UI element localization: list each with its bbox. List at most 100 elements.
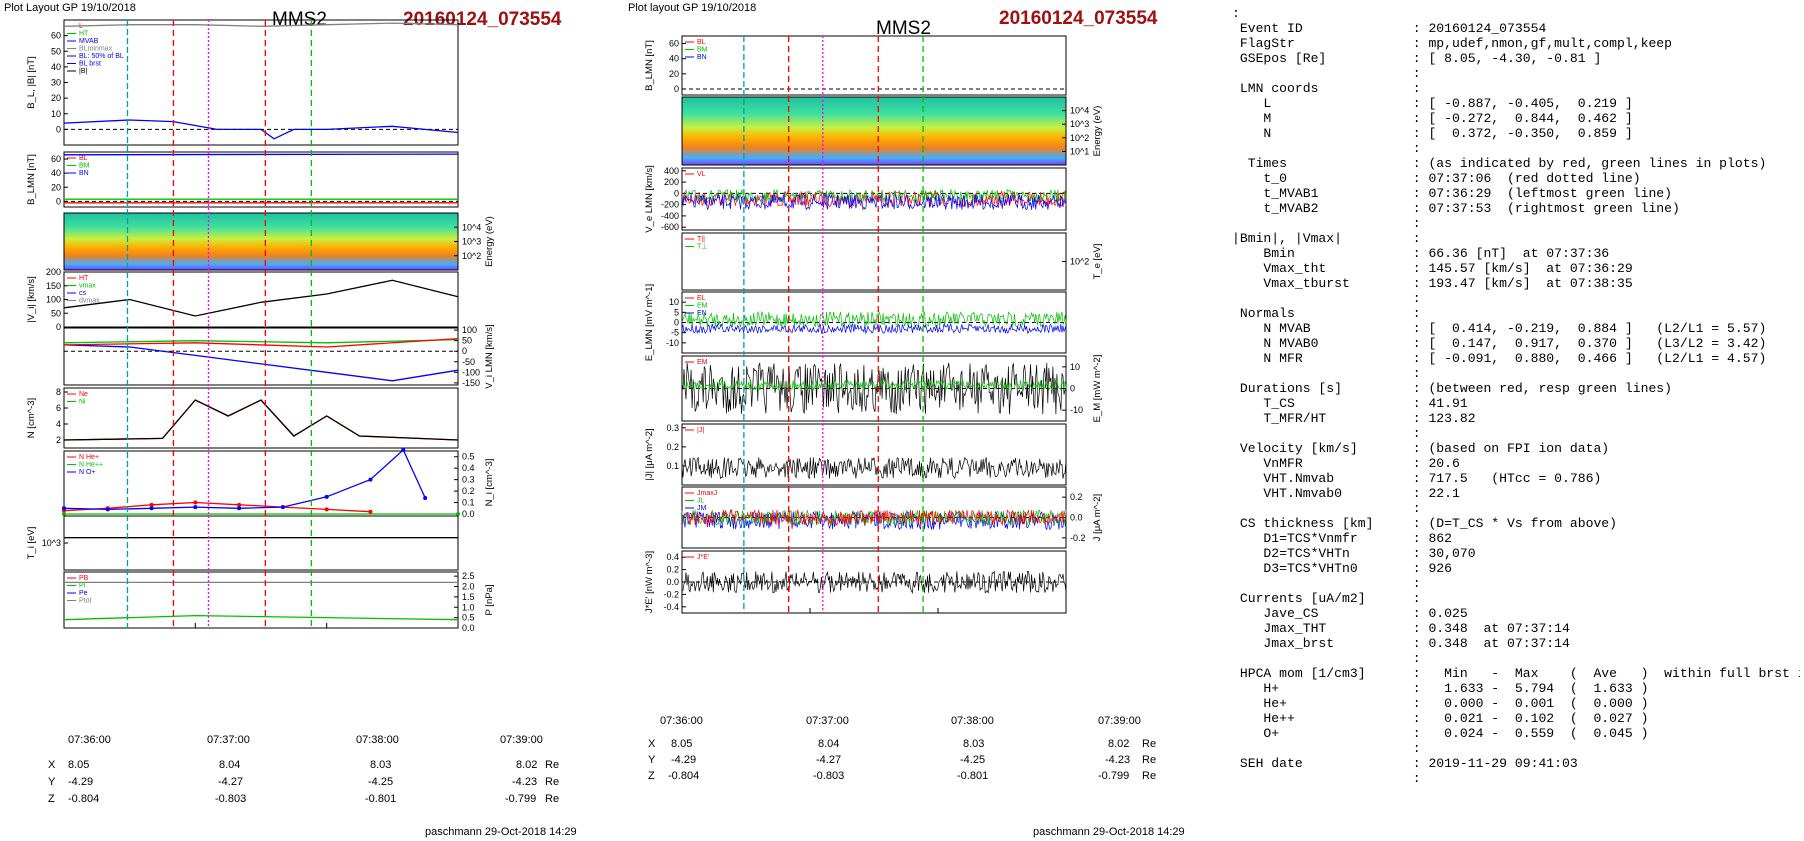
middle-coord-z-label: Z [648,770,655,782]
data-point [456,512,460,516]
y-tick-label: 0.2 [462,486,475,496]
y-tick-label: -0.2 [1070,533,1086,543]
y-tick-label: 20 [51,93,61,103]
series-line-NHe [63,501,371,513]
legend-entry: BN [79,170,89,177]
middle-time-label-4: 07:39:00 [1098,715,1141,727]
y-tick-label: 1.5 [462,592,475,602]
info-line: : [1232,216,1421,231]
info-line: O+ : 0.024 - 0.559 ( 0.045 ) [1232,726,1649,741]
legend-entry: EM [697,359,708,366]
panel-frame [63,151,459,208]
left-time-label-1: 07:36:00 [68,734,111,746]
y-axis-label: B_L, |B| [nT] [26,56,37,108]
data-point [149,502,154,507]
middle-coord-x-1: 8.05 [671,738,693,750]
y-tick-label: 0.3 [462,475,475,485]
y-tick-label: 50 [51,46,61,56]
info-line: : [1232,6,1240,21]
y-tick-label: 50 [51,308,61,318]
y-tick-label: 6 [56,403,61,413]
info-line: Event ID : 20160124_073554 [1232,21,1547,36]
series-line-Ne [63,399,459,441]
legend-entry: T|| [697,236,705,243]
y-tick-label: 50 [462,336,472,346]
info-line: : [1232,66,1421,81]
info-line: : [1232,576,1421,591]
data-point [62,512,66,516]
chart-panel-mid-7: 0.1 0.2 0.3 |J| [μA m^-2] |J| [644,423,1067,486]
legend-entry: BL [79,155,88,162]
y-tick-label: 0.4 [462,463,475,473]
y-axis-label: J*E' [nW m^-3] [644,551,655,613]
info-line: : [1232,741,1421,756]
legend-entry: MVAB [79,38,99,45]
legend-entry: N He++ [79,462,103,469]
info-line: Currents [uA/m2] : [1232,591,1421,606]
info-line: Times : (as indicated by red, green line… [1232,156,1767,171]
y-tick-label: 0.0 [462,623,475,633]
legend-entry: PB [79,575,89,582]
series-line-BL [63,153,459,156]
panel-frame [681,96,1067,166]
data-point [368,509,373,514]
noisy-trace [681,456,1067,480]
info-line: CS thickness [km] : (D=T_CS * Vs from ab… [1232,516,1618,531]
info-line: SEH date : 2019-11-29 09:41:03 [1232,756,1578,771]
data-point [193,505,198,510]
middle-coord-z-4: -0.799 [1098,770,1130,782]
y-tick-label: 0 [462,346,467,356]
chart-panel-mid-6: 10 0 -10 E_M [mW m^-2] EM [681,355,1103,422]
info-line: He+ : 0.000 - 0.001 ( 0.000 ) [1232,696,1649,711]
middle-coord-x-unit: Re [1142,738,1157,750]
info-line: FlagStr : mp,udef,nmon,gf,mult,compl,kee… [1232,36,1673,51]
info-line: t_MVAB2 : 07:37:53 (rightmost green line… [1232,201,1680,216]
legend-entry: BN [697,54,707,61]
y-tick-label: -5 [671,328,679,338]
middle-coord-x-3: 8.03 [963,738,985,750]
info-line: H+ : 1.633 - 5.794 ( 1.633 ) [1232,681,1649,696]
y-tick-label: 30 [51,78,61,88]
y-tick-label: 20 [669,69,679,79]
y-tick-label: 5 [674,307,679,317]
info-line: D2=TCS*VHTn : 30,070 [1232,546,1476,561]
y-axis-label: Energy (eV) [1092,106,1103,157]
info-line: : [1232,501,1421,516]
info-line: VHT.Nmvab0 : 22.1 [1232,486,1460,501]
middle-coord-y-2: -4.27 [816,754,842,766]
info-line: D3=TCS*VHTn0 : 926 [1232,561,1453,576]
y-tick-label: 100 [46,295,61,305]
left-coord-x-4: 8.02 [516,759,538,771]
y-tick-label: 10^2 [1070,133,1089,143]
series-line-VL [63,344,459,382]
y-tick-label: 0.1 [462,498,475,508]
legend-entry: JL [697,498,705,505]
info-line: M : [ -0.272, 0.844, 0.462 ] [1232,111,1633,126]
y-tick-label: 60 [51,31,61,41]
legend-entry: BM [697,47,708,54]
data-point [368,477,373,482]
legend-entry: N O+ [79,469,96,476]
left-time-label-3: 07:38:00 [356,734,399,746]
series-line-BLbrst [63,119,459,140]
y-tick-label: 2 [56,435,61,445]
y-tick-label: 0 [56,124,61,134]
data-point [62,506,66,511]
panel-frame [63,271,459,328]
event-info-panel: : Event ID : 20160124_073554 FlagStr : m… [1232,6,1800,796]
legend-entry: dvmax [79,298,100,305]
data-point [237,506,242,511]
y-axis-label: T_e [eV] [1092,244,1103,280]
info-line: T_CS : 41.91 [1232,396,1468,411]
panel-frame [63,327,459,386]
panel-frame [63,571,459,629]
left-coord-x-unit: Re [545,759,560,771]
middle-spacecraft-title: MMS2 [876,18,931,39]
data-point [401,447,406,452]
y-axis-label: |V_i| [km/s] [26,276,37,323]
